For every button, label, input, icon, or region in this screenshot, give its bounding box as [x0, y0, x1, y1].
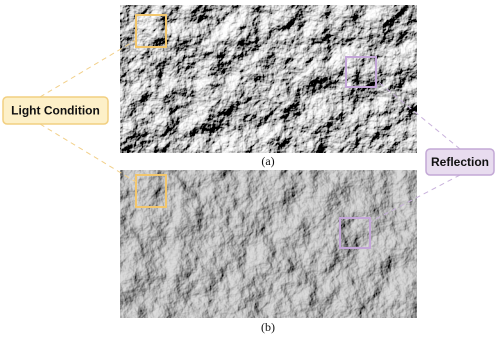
caption-b: (b) [261, 320, 275, 334]
image-a [120, 5, 417, 153]
light-label: Light Condition [11, 104, 100, 118]
figure: Light Condition Reflection (a) (b) [0, 0, 495, 339]
image-b [120, 170, 417, 318]
reflection-label: Reflection [431, 155, 489, 169]
caption-a: (a) [261, 154, 274, 168]
